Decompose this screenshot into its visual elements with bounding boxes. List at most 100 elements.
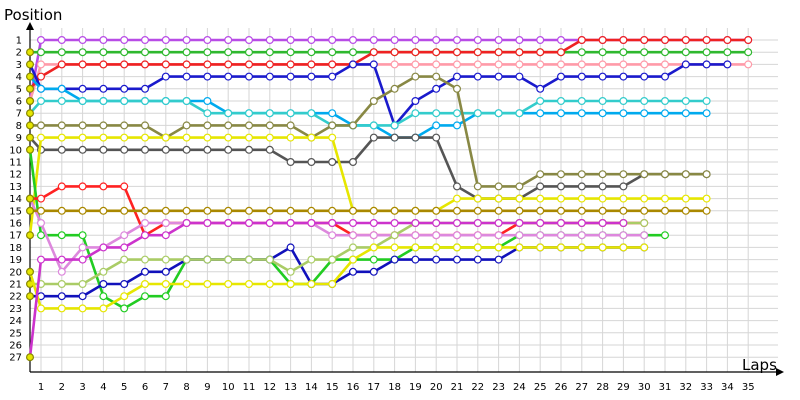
start-point [26,84,35,93]
data-point [224,72,233,81]
data-point [78,133,87,142]
data-point [390,206,399,215]
data-point [619,219,628,228]
data-point [453,231,462,240]
data-point [411,72,420,81]
data-point [328,280,337,289]
data-point [536,109,545,118]
y-tick-label: 17 [9,231,22,242]
data-point [161,255,170,264]
series-8 [26,133,711,203]
x-tick-label: 23 [492,382,505,393]
data-point [182,206,191,215]
data-point [36,231,45,240]
data-point [203,35,212,44]
data-point [328,255,337,264]
data-point [640,170,649,179]
data-point [619,35,628,44]
x-tick-label: 18 [388,382,401,393]
y-axis-title: Position [4,6,62,24]
data-point [515,182,524,191]
data-point [494,109,503,118]
data-point [702,170,711,179]
data-point [141,255,150,264]
data-point [265,219,274,228]
data-point [577,170,586,179]
data-point [432,133,441,142]
x-tick-label: 19 [409,382,422,393]
data-point [723,60,732,69]
data-point [307,219,316,228]
data-point [619,48,628,57]
data-point [224,48,233,57]
y-tick-label: 21 [9,280,22,291]
data-point [224,35,233,44]
x-tick-label: 4 [100,382,106,393]
data-point [203,280,212,289]
x-tick-label: 12 [263,382,276,393]
data-point [598,219,607,228]
x-tick-label: 1 [38,382,44,393]
data-point [36,84,45,93]
x-tick-label: 29 [617,382,630,393]
start-point [26,292,35,301]
data-point [57,182,66,191]
data-point [432,219,441,228]
data-point [411,35,420,44]
data-point [556,243,565,252]
data-point [161,267,170,276]
data-point [390,48,399,57]
y-tick-label: 9 [16,133,22,144]
data-point [640,48,649,57]
data-point [224,109,233,118]
data-point [390,243,399,252]
data-point [619,72,628,81]
data-point [78,182,87,191]
start-point [26,121,35,130]
data-point [78,96,87,105]
data-point [702,48,711,57]
data-point [660,194,669,203]
data-point [349,219,358,228]
data-point [99,60,108,69]
x-tick-label: 34 [721,382,734,393]
axes: Position Laps [4,6,784,376]
data-point [494,72,503,81]
start-point [26,267,35,276]
data-point [36,72,45,81]
data-point [681,48,690,57]
data-point [432,255,441,264]
data-point [141,96,150,105]
data-point [203,145,212,154]
data-point [286,158,295,167]
data-point [515,60,524,69]
start-point [26,133,35,142]
data-point [411,231,420,240]
x-tick-label: 7 [163,382,169,393]
y-tick-label: 15 [9,206,22,217]
y-tick-label: 12 [9,170,22,181]
data-point [286,48,295,57]
data-point [78,292,87,301]
data-point [473,219,482,228]
data-point [57,292,66,301]
data-point [369,219,378,228]
data-point [453,121,462,130]
x-tick-label: 26 [555,382,568,393]
x-tick-label: 15 [326,382,339,393]
data-point [640,60,649,69]
data-point [598,109,607,118]
data-point [57,121,66,130]
series-17 [26,206,711,215]
data-point [78,206,87,215]
data-point [141,145,150,154]
data-point [390,121,399,130]
data-point [577,48,586,57]
data-point [286,267,295,276]
data-point [744,35,753,44]
y-tick-label: 14 [9,194,22,205]
data-point [120,231,129,240]
x-tick-label: 8 [183,382,189,393]
data-point [203,96,212,105]
data-point [473,206,482,215]
